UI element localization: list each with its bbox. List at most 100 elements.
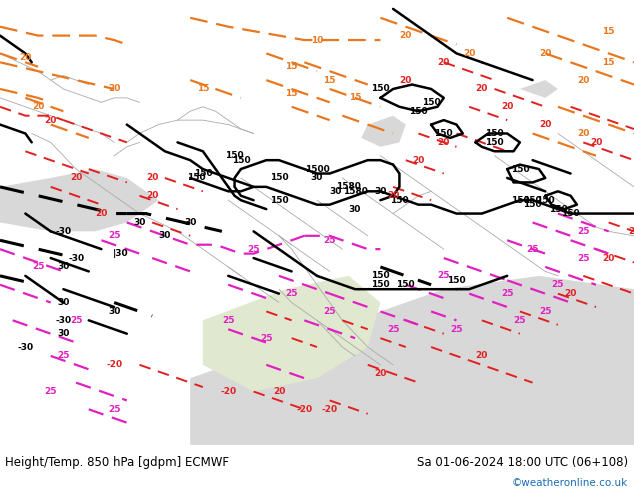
Text: 150: 150 [269,173,288,182]
Text: 150: 150 [396,280,415,289]
Text: 30: 30 [374,187,387,196]
Text: 150: 150 [193,169,212,178]
Text: 150: 150 [269,196,288,205]
Text: 20: 20 [70,173,82,182]
Text: 150: 150 [434,129,453,138]
Text: 25: 25 [450,325,463,334]
Text: 1500: 1500 [304,165,330,173]
Text: 150: 150 [231,156,250,165]
Text: 25: 25 [260,334,273,343]
Text: 20: 20 [399,75,412,85]
Text: 150: 150 [548,205,567,214]
Text: 20: 20 [539,120,552,129]
Text: 1580: 1580 [336,182,361,192]
Text: 25: 25 [387,325,399,334]
Text: 25: 25 [577,227,590,236]
Text: 150: 150 [447,276,466,285]
Text: 25: 25 [222,316,235,325]
Text: 150: 150 [225,151,244,160]
Text: -20: -20 [220,387,236,396]
Text: 20: 20 [501,102,514,111]
Text: 15: 15 [349,94,361,102]
Text: 30: 30 [57,298,70,307]
Polygon shape [190,276,634,445]
Text: 15: 15 [602,58,615,67]
Text: 30: 30 [133,218,146,227]
Text: 20: 20 [412,156,425,165]
Text: 25: 25 [70,316,82,325]
Text: 15: 15 [197,84,209,94]
Text: 20: 20 [273,387,285,396]
Text: 25: 25 [44,387,57,396]
Text: 20: 20 [476,84,488,94]
Text: 25: 25 [57,351,70,361]
Text: 20: 20 [32,102,44,111]
Text: 150: 150 [510,165,529,173]
Text: 15: 15 [323,75,336,85]
Text: 30: 30 [330,187,342,196]
Text: 25: 25 [437,271,450,280]
Text: 15: 15 [285,62,298,71]
Text: 30: 30 [57,263,70,271]
Text: 20: 20 [44,116,57,124]
Text: 25: 25 [501,289,514,298]
Text: 25: 25 [539,307,552,316]
Text: -20: -20 [296,405,313,414]
Text: Sa 01-06-2024 18:00 UTC (06+108): Sa 01-06-2024 18:00 UTC (06+108) [417,457,628,469]
Polygon shape [0,169,158,231]
Text: 20: 20 [590,138,602,147]
Polygon shape [361,116,406,147]
Text: 25: 25 [285,289,298,298]
Text: 150: 150 [523,200,542,209]
Text: 20: 20 [146,173,158,182]
Text: 20: 20 [577,129,590,138]
Text: 150: 150 [561,209,580,218]
Text: 20: 20 [628,227,634,236]
Text: 150: 150 [390,196,409,205]
Text: Height/Temp. 850 hPa [gdpm] ECMWF: Height/Temp. 850 hPa [gdpm] ECMWF [5,457,229,469]
Text: 20: 20 [437,58,450,67]
Text: 150: 150 [371,280,390,289]
Text: 25: 25 [32,263,44,271]
Text: 15: 15 [285,89,298,98]
Text: 30: 30 [108,307,120,316]
Text: 1580: 1580 [342,187,368,196]
Text: 25: 25 [108,231,120,240]
Text: -30: -30 [55,227,72,236]
Text: 150: 150 [371,271,390,280]
Text: 150: 150 [536,196,555,205]
Text: 20: 20 [476,351,488,361]
Text: 20: 20 [95,209,108,218]
Text: 20: 20 [19,53,32,62]
Text: 150: 150 [371,84,390,94]
Text: 150: 150 [485,129,504,138]
Text: 20: 20 [577,75,590,85]
Text: 30: 30 [349,205,361,214]
Text: |30: |30 [113,249,128,258]
Text: 20: 20 [602,253,615,263]
Text: -30: -30 [17,343,34,351]
Text: 20: 20 [463,49,476,58]
Text: 25: 25 [323,236,336,245]
Text: 150: 150 [485,138,504,147]
Text: 20: 20 [437,138,450,147]
Text: 150: 150 [409,107,428,116]
Text: 20: 20 [564,289,577,298]
Text: -30: -30 [68,253,84,263]
Text: 10: 10 [311,36,323,45]
Text: -30: -30 [55,316,72,325]
Text: 20: 20 [374,369,387,378]
Text: 150: 150 [422,98,441,107]
Text: 30: 30 [57,329,70,338]
Text: 15: 15 [602,26,615,36]
Text: 150: 150 [187,173,206,182]
Text: 30: 30 [184,218,197,227]
Text: 25: 25 [552,280,564,289]
Text: 25: 25 [108,405,120,414]
Text: 25: 25 [247,245,260,254]
Text: 20: 20 [539,49,552,58]
Text: 25: 25 [323,307,336,316]
Text: 150: 150 [523,196,542,205]
Text: 20: 20 [146,191,158,200]
Text: 150: 150 [510,196,529,205]
